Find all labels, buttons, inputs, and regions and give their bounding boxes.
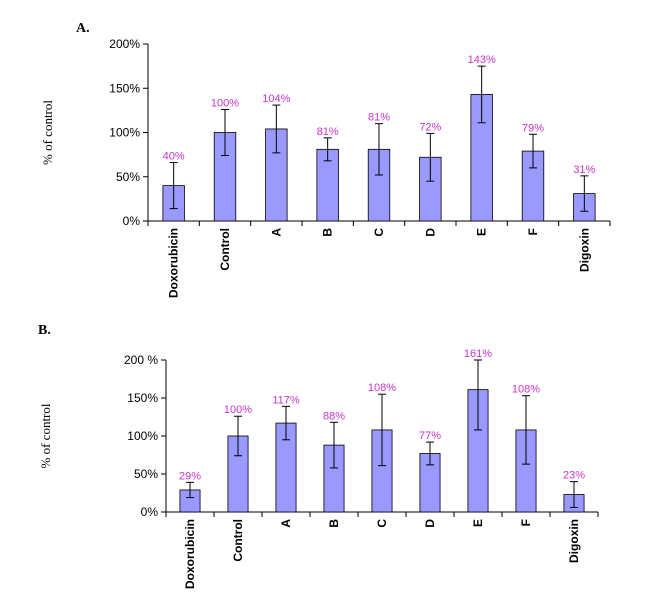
data-label: 100%: [211, 97, 239, 109]
y-tick-label: 200 %: [124, 353, 158, 367]
category-label: F: [519, 519, 533, 526]
data-label: 77%: [419, 430, 441, 442]
y-tick-label: 200%: [109, 37, 140, 51]
y-tick-label: 100%: [127, 429, 158, 443]
data-label: 23%: [563, 470, 585, 482]
data-label: 108%: [368, 382, 396, 394]
y-tick-label: 100%: [109, 126, 140, 140]
category-label: A: [279, 519, 293, 528]
category-label: E: [475, 228, 489, 236]
y-tick-label: 0%: [123, 214, 141, 228]
data-label: 104%: [262, 93, 290, 105]
category-label: Control: [231, 519, 245, 562]
category-label: D: [423, 228, 437, 237]
category-label: Doxorubicin: [183, 519, 197, 589]
category-label: A: [269, 228, 283, 237]
chart-panel-1: A. % of control 0% 50% 100% 150% 200% 40% Doxoru…: [40, 21, 611, 298]
data-label: 40%: [163, 151, 185, 163]
category-label: Doxorubicin: [167, 228, 181, 298]
data-label: 81%: [317, 126, 339, 138]
chart-panel-2: B. % of control 0% 50% 100% 150% 200 % 29% Doxor…: [38, 323, 599, 589]
data-label: 161%: [464, 348, 492, 360]
category-label: Digoxin: [567, 519, 581, 563]
panel-label: B.: [38, 323, 51, 338]
data-label: 117%: [272, 394, 300, 406]
data-label: 88%: [323, 410, 345, 422]
data-label: 143%: [468, 54, 496, 66]
category-label: Digoxin: [577, 228, 591, 272]
category-label: Control: [218, 228, 232, 271]
data-label: 31%: [573, 164, 595, 176]
panel-label: A.: [76, 21, 90, 36]
y-tick-label: 150%: [109, 81, 140, 95]
category-label: B: [321, 228, 335, 237]
data-label: 29%: [179, 470, 201, 482]
category-label: C: [375, 519, 389, 528]
category-label: C: [372, 228, 386, 237]
y-tick-label: 0%: [141, 505, 159, 519]
y-axis-label: % of control: [40, 100, 55, 165]
data-label: 108%: [512, 384, 540, 396]
category-label: E: [471, 519, 485, 527]
category-label: D: [423, 519, 437, 528]
data-label: 72%: [419, 121, 441, 133]
data-label: 81%: [368, 112, 390, 124]
category-label: B: [327, 519, 341, 528]
data-label: 79%: [522, 122, 544, 134]
y-tick-label: 150%: [127, 391, 158, 405]
category-label: F: [526, 228, 540, 235]
data-label: 100%: [224, 404, 252, 416]
y-tick-label: 50%: [134, 467, 158, 481]
y-axis-label: % of control: [38, 403, 53, 468]
y-tick-label: 50%: [116, 170, 140, 184]
